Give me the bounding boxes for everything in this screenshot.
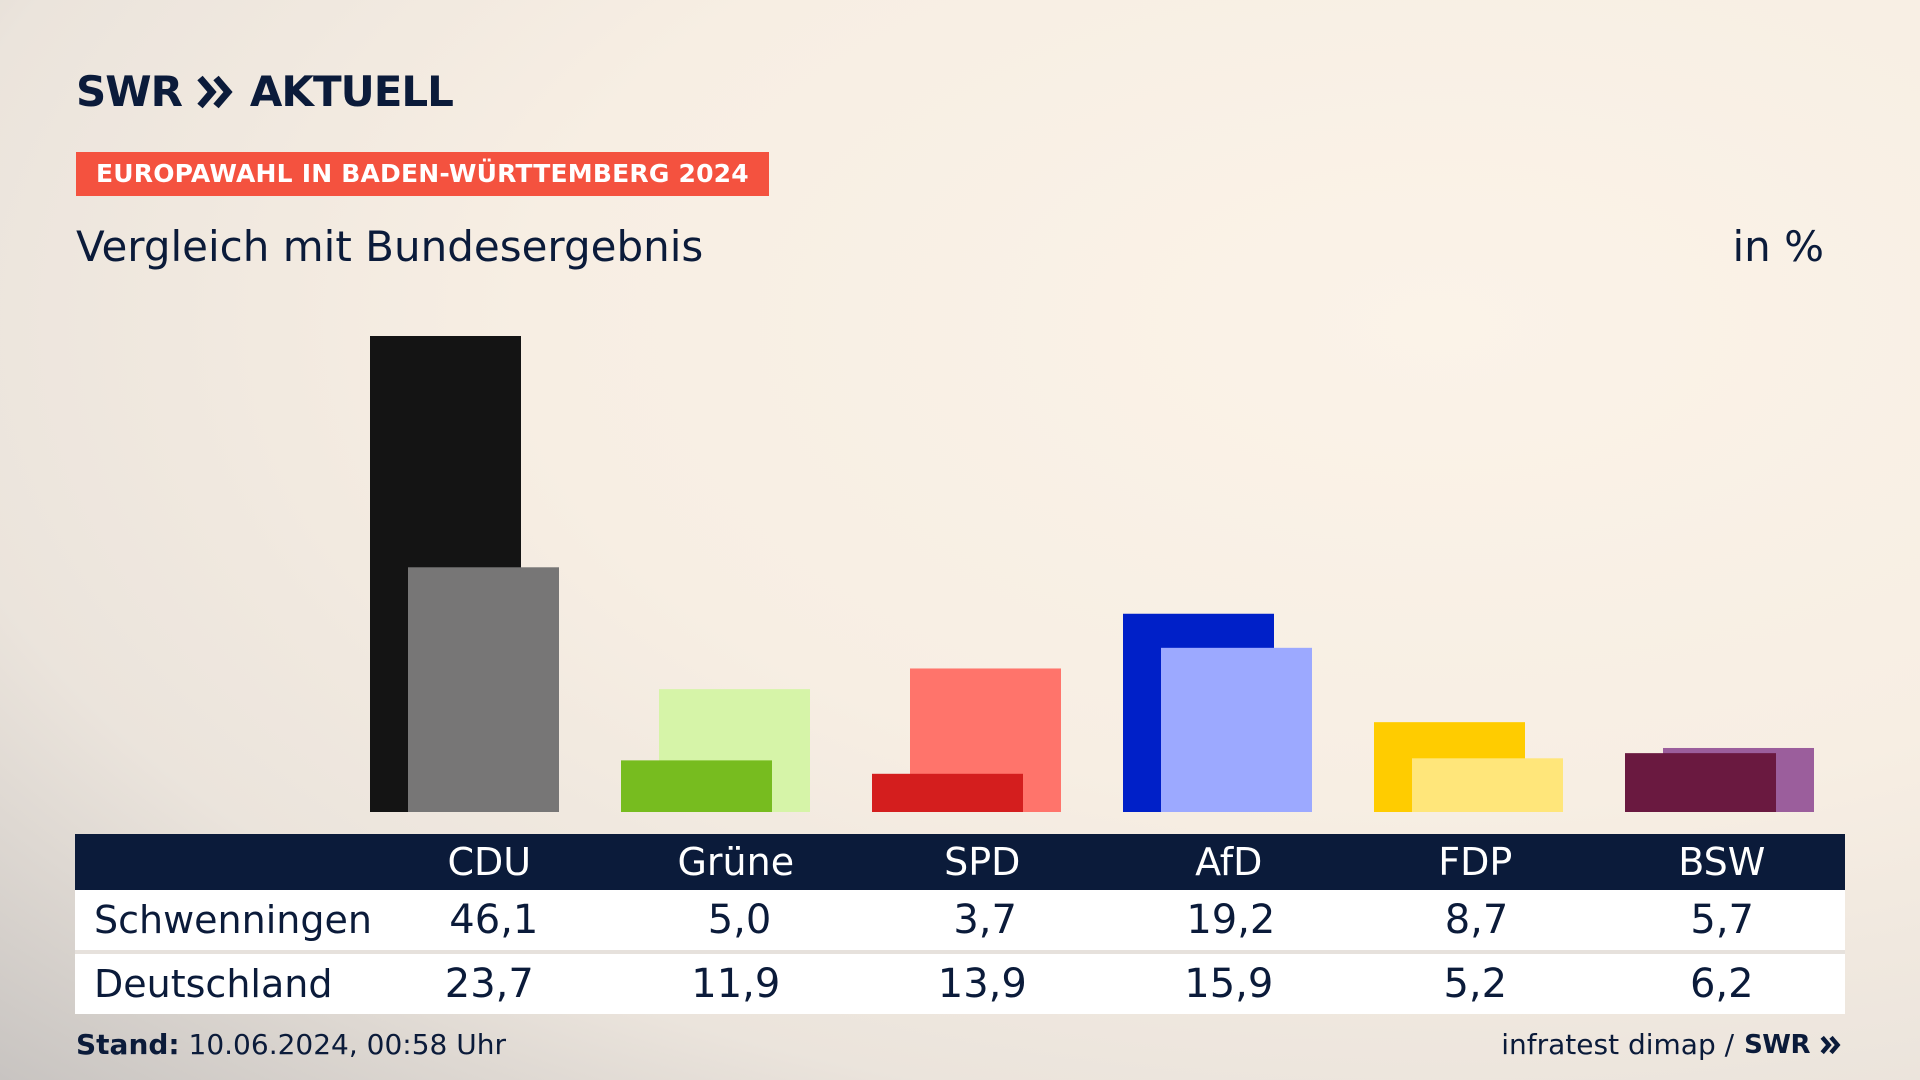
table-header: CDU Grüne SPD AfD FDP BSW (75, 834, 1845, 890)
table-cell: 46,1 (449, 897, 539, 943)
bar-deutschland-0 (408, 567, 559, 812)
bar-deutschland-3 (1161, 647, 1312, 812)
table-cell: 5,0 (707, 897, 772, 943)
table-cell: 23,7 (444, 961, 534, 1007)
table-cell: 6,2 (1689, 961, 1754, 1007)
chart-subtitle: Vergleich mit Bundesergebnis (76, 222, 704, 271)
logo-aktuell-text: AKTUELL (249, 67, 454, 116)
row-label: Schwenningen (94, 898, 372, 942)
header-cell-bsw: BSW (1678, 840, 1766, 884)
election-tag: EUROPAWAHL IN BADEN-WÜRTTEMBERG 2024 (76, 152, 769, 196)
table-cell: 3,7 (953, 897, 1017, 943)
header-cell-cdu: CDU (447, 840, 532, 884)
table-cell: 15,9 (1184, 961, 1274, 1007)
bar-deutschland-4 (1412, 758, 1563, 812)
source-text: infratest dimap / (1501, 1028, 1735, 1061)
header-cell-fdp: FDP (1438, 840, 1513, 884)
logo-swr-text: SWR (76, 67, 183, 116)
double-chevron-icon (1820, 1035, 1841, 1054)
row-label: Deutschland (94, 962, 333, 1006)
timestamp: Stand: 10.06.2024, 00:58 Uhr (76, 1028, 506, 1061)
header-cell-afd: AfD (1195, 840, 1263, 884)
bar-schwenningen-2 (872, 773, 1023, 812)
table-cell: 13,9 (937, 961, 1027, 1007)
bar-schwenningen-5 (1625, 753, 1776, 812)
table-cell: 19,2 (1186, 897, 1276, 943)
table-cell: 5,2 (1443, 961, 1508, 1007)
table-cell: 8,7 (1444, 897, 1509, 943)
source-logo-text: SWR (1744, 1029, 1810, 1060)
table-cell: 11,9 (691, 961, 781, 1007)
stand-value: 10.06.2024, 00:58 Uhr (188, 1028, 506, 1061)
swr-aktuell-logo: SWR AKTUELL (76, 67, 454, 116)
double-chevron-icon (197, 75, 233, 109)
results-table: CDU Grüne SPD AfD FDP BSW Schwenningen 4… (75, 834, 1845, 1014)
table-row-deutschland: Deutschland 23,7 11,9 13,9 15,9 5,2 6,2 (75, 954, 1845, 1014)
header-cell-spd: SPD (944, 840, 1021, 884)
header-cell-gruene: Grüne (677, 840, 795, 884)
source-credit: infratest dimap / SWR (1501, 1028, 1842, 1061)
unit-label: in % (1732, 222, 1824, 271)
table-row-schwenningen: Schwenningen 46,1 5,0 3,7 19,2 8,7 5,7 (75, 890, 1845, 954)
table-cell: 5,7 (1690, 897, 1754, 943)
bar-schwenningen-1 (621, 760, 772, 812)
stand-label: Stand: (76, 1028, 180, 1061)
